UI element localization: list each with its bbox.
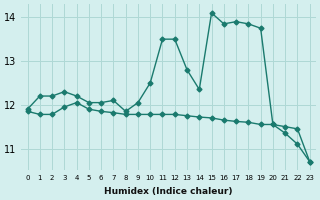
X-axis label: Humidex (Indice chaleur): Humidex (Indice chaleur) <box>104 187 233 196</box>
